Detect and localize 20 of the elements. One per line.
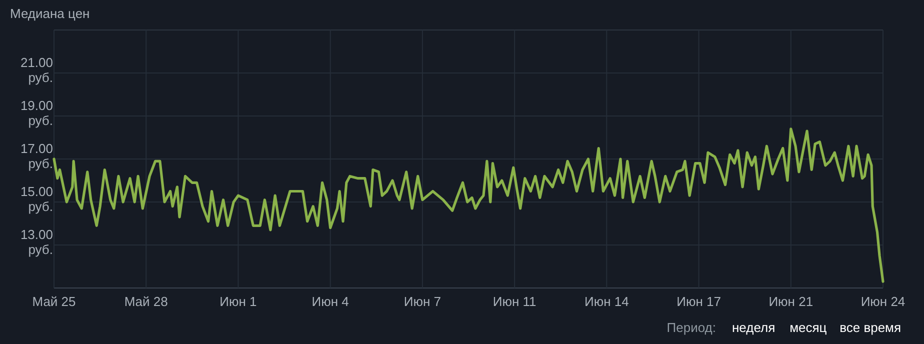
text: все время [840, 320, 902, 335]
x-tick-label: Июн 4 [312, 294, 349, 309]
x-tick-label: Май 28 [124, 294, 168, 309]
y-tick-label: 15.00 руб. [20, 184, 53, 214]
x-tick-label: Июн 7 [404, 294, 442, 309]
x-tick-label: Июн 21 [768, 294, 814, 309]
y-tick-label: 17.00 руб. [20, 141, 53, 171]
text: неделя [732, 320, 776, 335]
x-tick-label: Июн 24 [860, 294, 906, 309]
y-tick-label: 19.00 руб. [20, 98, 53, 128]
text: месяц [790, 320, 828, 335]
x-tick-label: Июн 17 [676, 294, 721, 309]
x-tick-label: Июн 14 [584, 294, 629, 309]
y-tick-label: 13.00 руб. [20, 227, 53, 257]
x-tick-label: Май 25 [32, 294, 76, 309]
chart-title: Медиана цен [10, 6, 90, 21]
text: Период: [666, 320, 716, 335]
x-tick-label: Июн 1 [220, 294, 257, 309]
x-tick-label: Июн 11 [492, 294, 536, 309]
y-tick-label: 21.00 руб. [20, 55, 53, 85]
